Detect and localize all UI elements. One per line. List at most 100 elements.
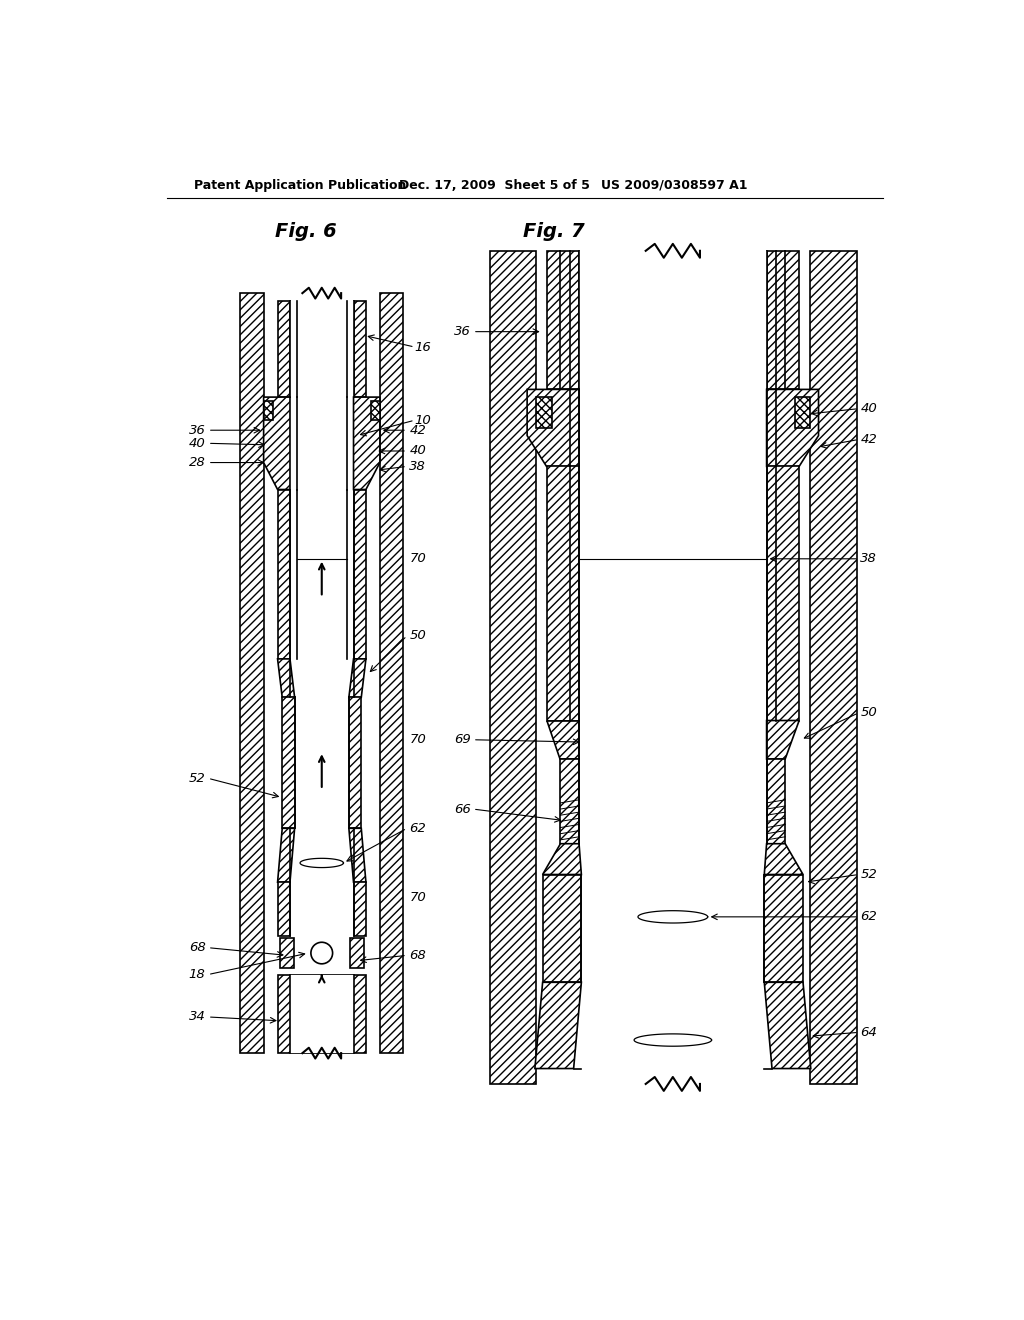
Bar — [537, 397, 552, 428]
Bar — [795, 397, 810, 428]
Bar — [767, 466, 799, 721]
Text: 38: 38 — [860, 552, 878, 565]
Bar — [349, 937, 364, 969]
Bar — [349, 697, 361, 829]
Bar — [278, 490, 290, 659]
Bar — [283, 697, 295, 829]
Bar — [278, 974, 366, 1053]
Polygon shape — [543, 843, 582, 875]
Polygon shape — [767, 389, 818, 466]
Bar — [280, 937, 294, 969]
Bar — [353, 882, 366, 936]
Text: 68: 68 — [188, 941, 206, 954]
Text: Fig. 7: Fig. 7 — [523, 222, 585, 242]
Bar — [353, 301, 366, 397]
Text: US 2009/0308597 A1: US 2009/0308597 A1 — [601, 178, 748, 191]
Text: 40: 40 — [188, 437, 206, 450]
Bar — [547, 466, 579, 721]
Bar — [241, 293, 263, 1053]
Text: 16: 16 — [415, 341, 431, 354]
Bar — [380, 293, 403, 1053]
Bar — [543, 875, 582, 982]
Bar — [278, 882, 290, 936]
Bar — [767, 759, 785, 843]
Bar — [795, 397, 810, 428]
Text: Patent Application Publication: Patent Application Publication — [194, 178, 407, 191]
Bar — [543, 875, 582, 982]
Text: 38: 38 — [410, 459, 426, 473]
Bar — [353, 882, 366, 936]
Text: 52: 52 — [188, 772, 206, 785]
Polygon shape — [278, 829, 295, 882]
Bar — [278, 974, 366, 1053]
Bar — [280, 937, 294, 969]
Bar — [353, 490, 366, 659]
Polygon shape — [527, 389, 579, 466]
Bar — [263, 401, 273, 420]
Text: 40: 40 — [860, 403, 878, 416]
Bar — [489, 251, 537, 1084]
Text: 62: 62 — [410, 822, 426, 834]
Bar — [349, 697, 361, 829]
Bar — [547, 251, 579, 389]
Bar — [489, 251, 537, 1084]
Bar — [241, 293, 263, 1053]
Bar — [579, 251, 767, 389]
Polygon shape — [764, 843, 803, 875]
Bar — [278, 882, 290, 936]
Text: 18: 18 — [188, 968, 206, 981]
Bar — [263, 401, 273, 420]
Text: 70: 70 — [410, 552, 426, 565]
Bar — [767, 251, 799, 389]
Text: 36: 36 — [188, 424, 206, 437]
Text: 40: 40 — [410, 445, 426, 458]
Bar — [560, 759, 579, 843]
Polygon shape — [764, 982, 811, 1069]
Bar — [810, 251, 856, 1084]
Text: 68: 68 — [410, 949, 426, 962]
Bar — [764, 875, 803, 982]
Polygon shape — [547, 721, 579, 759]
Bar — [537, 397, 552, 428]
Bar — [560, 759, 579, 843]
Text: 50: 50 — [410, 630, 426, 643]
Bar — [767, 251, 799, 389]
Text: 34: 34 — [188, 1010, 206, 1023]
Polygon shape — [349, 829, 366, 882]
Text: 62: 62 — [860, 911, 878, 924]
Text: Fig. 6: Fig. 6 — [275, 222, 337, 242]
Bar — [278, 301, 290, 397]
Text: 42: 42 — [410, 424, 426, 437]
Bar — [353, 490, 366, 659]
Polygon shape — [353, 397, 380, 490]
Bar — [764, 875, 803, 982]
Bar — [278, 490, 290, 659]
Circle shape — [311, 942, 333, 964]
Text: 70: 70 — [410, 733, 426, 746]
Bar — [767, 759, 785, 843]
Text: 42: 42 — [860, 433, 878, 446]
Bar — [290, 301, 353, 397]
Bar — [547, 466, 579, 721]
Bar — [290, 974, 353, 1053]
Polygon shape — [535, 982, 582, 1069]
Polygon shape — [349, 659, 366, 697]
Bar — [371, 401, 380, 420]
Text: 66: 66 — [454, 803, 471, 816]
Polygon shape — [263, 397, 290, 490]
Text: 52: 52 — [860, 869, 878, 880]
Bar — [380, 293, 403, 1053]
Bar — [353, 301, 366, 397]
Text: 50: 50 — [860, 706, 878, 719]
Text: 10: 10 — [415, 413, 431, 426]
Bar — [547, 251, 579, 389]
Bar — [810, 251, 856, 1084]
Bar — [278, 301, 290, 397]
Text: Dec. 17, 2009  Sheet 5 of 5: Dec. 17, 2009 Sheet 5 of 5 — [399, 178, 590, 191]
Polygon shape — [767, 721, 799, 759]
Text: 69: 69 — [454, 733, 471, 746]
Text: 28: 28 — [188, 455, 206, 469]
Polygon shape — [278, 659, 295, 697]
Bar — [349, 937, 364, 969]
Bar — [371, 401, 380, 420]
